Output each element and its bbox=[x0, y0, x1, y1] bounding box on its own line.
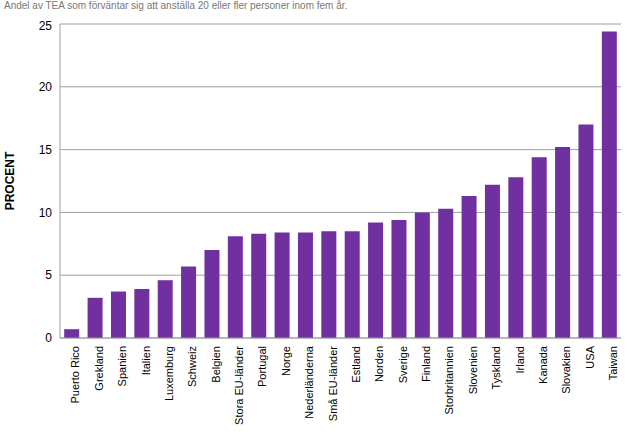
svg-text:15: 15 bbox=[39, 143, 53, 157]
svg-text:Små EU-länder: Små EU-länder bbox=[327, 346, 339, 422]
svg-text:Grekland: Grekland bbox=[93, 346, 105, 391]
svg-text:USA: USA bbox=[584, 345, 596, 368]
svg-text:0: 0 bbox=[45, 331, 52, 345]
svg-text:Slovenien: Slovenien bbox=[467, 346, 479, 394]
svg-text:Storbritannien: Storbritannien bbox=[443, 346, 455, 415]
svg-text:Belgien: Belgien bbox=[210, 346, 222, 383]
svg-text:Taiwan: Taiwan bbox=[607, 346, 619, 380]
svg-text:Italien: Italien bbox=[140, 346, 152, 375]
svg-text:10: 10 bbox=[39, 206, 53, 220]
svg-text:Sverige: Sverige bbox=[397, 346, 409, 383]
svg-text:Irland: Irland bbox=[514, 346, 526, 374]
svg-text:PROCENT: PROCENT bbox=[8, 151, 17, 210]
svg-text:Portugal: Portugal bbox=[256, 346, 268, 387]
html-text:Andel av TEA som förväntar sig: Andel av TEA som förväntar sig att anstä… bbox=[4, 0, 348, 11]
svg-text:Schweiz: Schweiz bbox=[186, 346, 198, 387]
svg-text:Tyskland: Tyskland bbox=[490, 346, 502, 389]
svg-text:Estland: Estland bbox=[350, 346, 362, 383]
svg-text:20: 20 bbox=[39, 80, 53, 94]
svg-text:Puerto Rico: Puerto Rico bbox=[69, 346, 81, 403]
svg-text:Finland: Finland bbox=[420, 346, 432, 382]
svg-text:Slovakien: Slovakien bbox=[560, 346, 572, 394]
svg-text:25: 25 bbox=[39, 19, 53, 33]
svg-text:Nederländerna: Nederländerna bbox=[303, 345, 315, 419]
svg-text:Norge: Norge bbox=[280, 346, 292, 376]
svg-text:Luxemburg: Luxemburg bbox=[163, 346, 175, 401]
svg-text:Stora EU-länder: Stora EU-länder bbox=[233, 346, 245, 425]
svg-text:5: 5 bbox=[45, 268, 52, 282]
svg-text:Kanada: Kanada bbox=[537, 345, 549, 384]
svg-text:Spanien: Spanien bbox=[116, 346, 128, 386]
svg-text:Norden: Norden bbox=[373, 346, 385, 382]
